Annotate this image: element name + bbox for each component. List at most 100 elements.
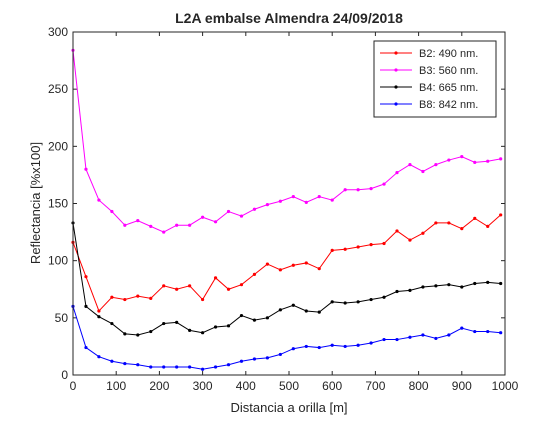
- series-4: [71, 304, 503, 371]
- data-point: [434, 336, 438, 341]
- data-point: [123, 361, 127, 366]
- data-point: [291, 263, 295, 267]
- data-point: [434, 284, 438, 288]
- data-point: [382, 241, 386, 246]
- data-point: [421, 333, 425, 337]
- data-point: [486, 329, 490, 334]
- legend-marker: [394, 51, 398, 55]
- data-point: [265, 316, 269, 320]
- data-point: [252, 357, 257, 361]
- data-point: [460, 227, 464, 231]
- data-point: [201, 367, 205, 371]
- data-point: [188, 223, 192, 227]
- x-tick-label: 300: [193, 379, 213, 393]
- y-tick-label: 50: [55, 311, 69, 325]
- x-tick-label: 1000: [492, 379, 519, 393]
- data-point: [304, 200, 308, 204]
- data-point: [421, 285, 425, 289]
- data-point: [317, 267, 321, 271]
- data-point: [382, 295, 386, 299]
- data-point: [278, 199, 282, 203]
- data-point: [84, 304, 88, 308]
- data-point: [265, 262, 269, 266]
- data-point: [499, 157, 503, 161]
- data-point: [460, 155, 464, 159]
- x-tick-label: 800: [409, 379, 429, 393]
- data-point: [460, 326, 464, 330]
- data-point: [486, 159, 490, 163]
- data-point: [317, 195, 321, 199]
- series-line: [72, 214, 502, 312]
- data-point: [213, 325, 218, 329]
- data-point: [499, 331, 503, 335]
- data-point: [291, 303, 295, 307]
- data-point: [473, 160, 477, 164]
- data-point: [97, 309, 101, 313]
- data-point: [343, 344, 347, 349]
- data-point: [291, 195, 295, 199]
- data-point: [499, 213, 503, 217]
- x-tick-label: 400: [236, 379, 256, 393]
- data-point: [330, 248, 334, 252]
- data-point: [447, 333, 451, 337]
- data-point: [239, 313, 244, 318]
- data-point: [175, 365, 179, 369]
- data-point: [382, 337, 386, 342]
- data-point: [175, 287, 179, 291]
- data-point: [149, 365, 153, 369]
- data-point: [110, 295, 114, 299]
- data-point: [252, 207, 257, 211]
- data-point: [369, 297, 373, 302]
- data-point: [447, 221, 451, 225]
- data-point: [317, 310, 321, 314]
- data-point: [291, 347, 295, 351]
- data-point: [110, 209, 114, 214]
- data-point: [149, 224, 153, 228]
- data-point: [278, 308, 282, 312]
- data-point: [395, 289, 399, 294]
- data-point: [369, 187, 373, 191]
- data-point: [356, 343, 360, 347]
- data-point: [136, 363, 140, 367]
- data-point: [473, 281, 477, 286]
- x-tick-label: 900: [452, 379, 472, 393]
- legend-marker: [394, 85, 398, 89]
- data-point: [188, 284, 192, 288]
- data-point: [252, 272, 257, 276]
- y-tick-label: 100: [48, 254, 68, 268]
- data-point: [162, 321, 166, 326]
- series-2: [71, 48, 503, 234]
- data-point: [369, 341, 373, 345]
- data-point: [330, 343, 334, 347]
- data-point: [201, 331, 205, 335]
- data-point: [447, 158, 451, 162]
- data-point: [447, 283, 451, 287]
- data-point: [136, 333, 140, 337]
- data-point: [395, 171, 399, 175]
- x-tick-label: 700: [365, 379, 385, 393]
- x-axis-label: Distancia a orilla [m]: [230, 400, 347, 415]
- data-point: [330, 300, 334, 304]
- tick-group: 0 100 200 300 400 500 600 700 800 900 1000 0 50 100 15…: [48, 25, 519, 393]
- data-point: [486, 280, 490, 284]
- legend-label: B2: 490 nm.: [419, 48, 478, 60]
- legend-label: B4: 665 nm.: [419, 82, 478, 94]
- data-point: [97, 355, 101, 359]
- data-point: [421, 231, 425, 235]
- data-point: [162, 284, 166, 288]
- x-tick-label: 100: [106, 379, 126, 393]
- data-point: [188, 365, 192, 369]
- data-point: [473, 329, 477, 334]
- data-point: [343, 301, 347, 305]
- data-point: [421, 169, 425, 174]
- data-point: [408, 335, 412, 339]
- data-point: [434, 163, 438, 167]
- data-point: [265, 356, 269, 360]
- y-axis-label: Reflectancia [%x100]: [28, 142, 43, 264]
- data-point: [110, 321, 114, 326]
- data-point: [239, 359, 244, 363]
- data-point: [304, 309, 308, 313]
- data-point: [162, 230, 166, 234]
- data-point: [408, 163, 412, 167]
